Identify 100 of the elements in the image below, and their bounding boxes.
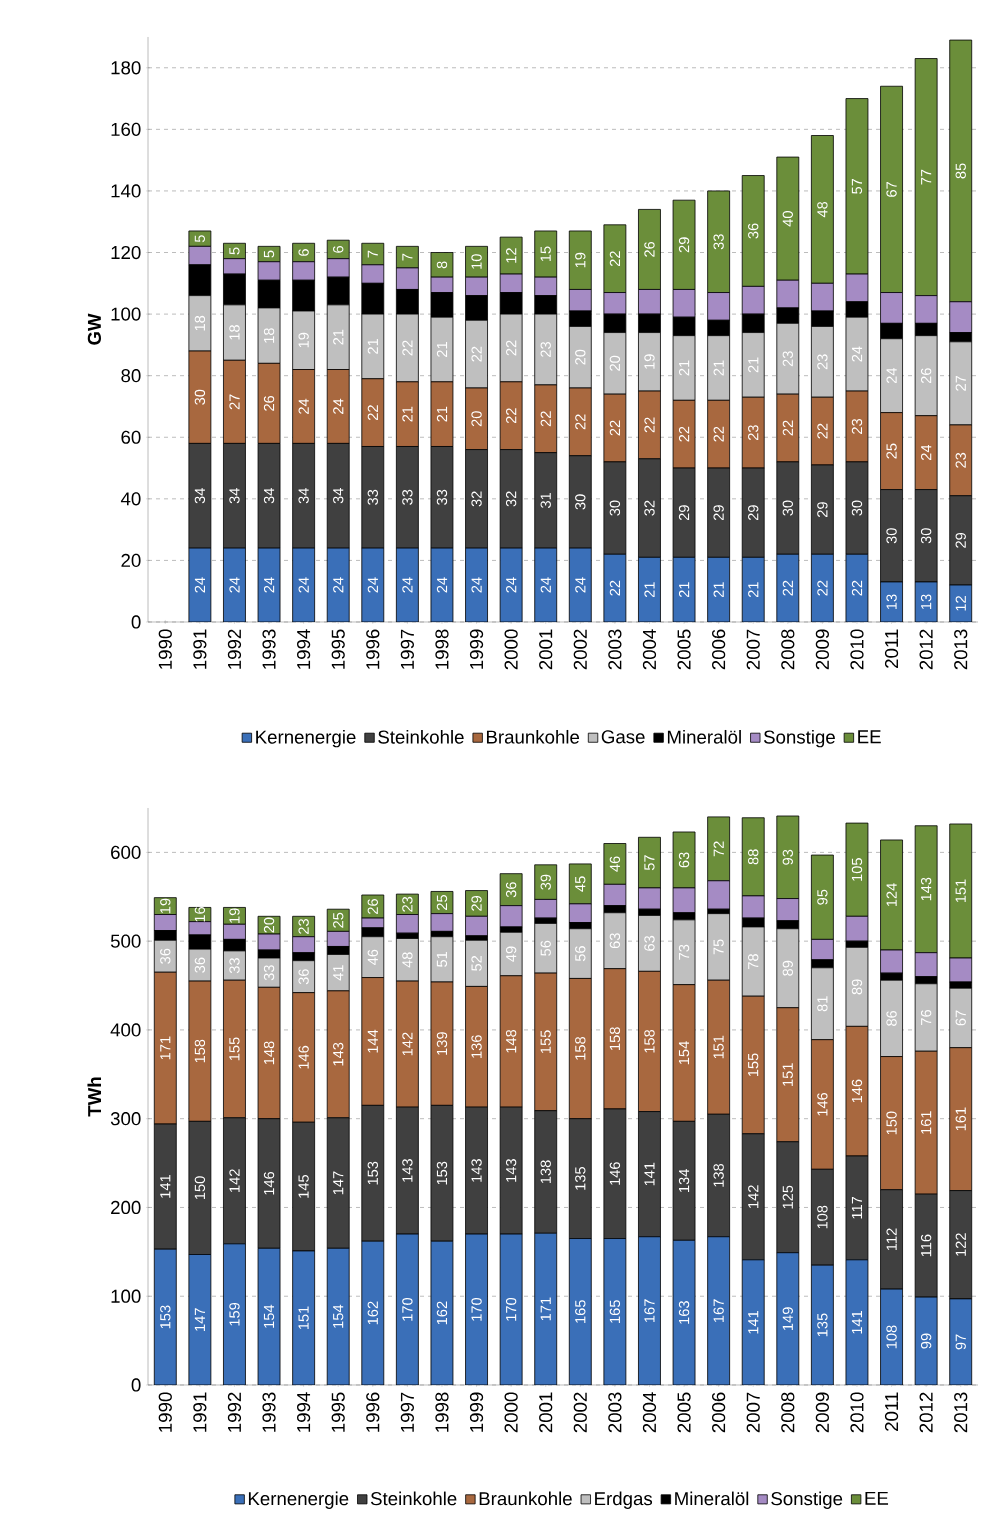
data-label: 158 xyxy=(609,1027,621,1050)
data-label: 158 xyxy=(575,1036,586,1060)
data-label: 13 xyxy=(886,594,897,610)
data-label: 143 xyxy=(402,1159,413,1182)
data-label: 75 xyxy=(713,939,724,955)
bar xyxy=(223,547,246,622)
x-tick-label: 2004 xyxy=(642,1392,657,1433)
data-label: 36 xyxy=(298,969,309,985)
bar xyxy=(810,1264,834,1385)
data-label: 19 xyxy=(229,908,240,923)
x-tick-label: 2012 xyxy=(919,1392,933,1433)
data-label: 5 xyxy=(229,247,240,255)
data-label: 162 xyxy=(367,1301,378,1325)
y-tick-label: 300 xyxy=(110,1112,141,1126)
data-label: 20 xyxy=(609,355,621,371)
data-label: 108 xyxy=(886,1325,897,1349)
x-tick-label: 2002 xyxy=(573,629,587,670)
data-label: 158 xyxy=(644,1029,655,1053)
bar xyxy=(153,1248,177,1385)
bar xyxy=(465,1233,488,1385)
bar xyxy=(395,1233,419,1385)
data-label: 21 xyxy=(678,360,690,376)
x-tick-label: 1998 xyxy=(435,1392,449,1432)
data-label: 19 xyxy=(160,898,171,914)
data-label: 154 xyxy=(333,1304,344,1328)
data-label: 143 xyxy=(333,1042,344,1066)
data-label: 76 xyxy=(920,1009,932,1025)
bar xyxy=(707,1236,731,1385)
data-label: 161 xyxy=(920,1111,932,1134)
data-label: 22 xyxy=(506,340,517,356)
data-label: 141 xyxy=(160,1175,171,1198)
data-label: 151 xyxy=(955,879,966,903)
x-tick-label: 1992 xyxy=(227,629,242,669)
data-label: 88 xyxy=(748,849,759,865)
data-label: 155 xyxy=(748,1053,759,1077)
data-label: 30 xyxy=(609,500,621,516)
data-label: 52 xyxy=(471,955,482,971)
data-label: 19 xyxy=(298,332,309,348)
x-tick-label: 1991 xyxy=(193,629,207,669)
bar xyxy=(326,547,350,622)
x-tick-label: 2002 xyxy=(573,1392,587,1433)
data-label: 26 xyxy=(920,368,932,384)
x-tick-label: 2007 xyxy=(746,1392,760,1433)
data-label: 25 xyxy=(886,443,897,459)
data-label: 73 xyxy=(678,944,690,960)
data-label: 143 xyxy=(505,1159,517,1182)
data-label: 49 xyxy=(505,946,517,962)
legend-label: Kernenergie xyxy=(248,1491,349,1509)
y-tick-label: 120 xyxy=(111,245,141,260)
data-label: 86 xyxy=(886,1010,897,1026)
data-label: 21 xyxy=(436,406,448,422)
data-label: 48 xyxy=(402,952,413,968)
data-label: 24 xyxy=(921,444,932,461)
data-label: 6 xyxy=(333,246,344,253)
data-label: 22 xyxy=(713,426,724,442)
data-label: 22 xyxy=(644,417,655,433)
data-label: 24 xyxy=(851,346,863,362)
legend-label: Sonstige xyxy=(763,729,835,748)
y-tick-label: 40 xyxy=(120,492,141,506)
x-tick-label: 1999 xyxy=(469,1392,484,1432)
data-label: 33 xyxy=(229,958,240,974)
data-label: 12 xyxy=(506,248,517,263)
data-label: 21 xyxy=(333,329,344,345)
data-label: 143 xyxy=(920,877,932,901)
x-tick-label: 2012 xyxy=(919,629,933,670)
x-tick-label: 2000 xyxy=(504,1392,518,1433)
data-label: 22 xyxy=(817,423,828,439)
bar xyxy=(741,1259,765,1385)
data-label: 149 xyxy=(782,1307,793,1330)
y-tick-label: 140 xyxy=(111,184,141,198)
data-label: 24 xyxy=(471,577,482,593)
data-label: 99 xyxy=(920,1333,932,1349)
legend-label: Braunkohle xyxy=(486,729,580,744)
data-label: 36 xyxy=(505,882,517,898)
x-tick-label: 2005 xyxy=(677,629,691,670)
data-label: 171 xyxy=(160,1036,171,1060)
data-label: 150 xyxy=(194,1176,206,1200)
data-label: 36 xyxy=(160,948,171,964)
data-label: 56 xyxy=(575,946,586,962)
data-label: 7 xyxy=(402,253,413,261)
data-label: 22 xyxy=(609,251,620,267)
data-label: 85 xyxy=(955,163,966,179)
data-label: 19 xyxy=(575,252,586,268)
data-label: 24 xyxy=(402,577,413,593)
x-tick-label: 2004 xyxy=(642,629,657,670)
legend-label: Braunkohle xyxy=(479,1491,572,1506)
data-label: 63 xyxy=(609,933,621,949)
data-label: 22 xyxy=(782,420,793,436)
x-tick-label: 2011 xyxy=(884,629,899,668)
data-label: 18 xyxy=(263,328,275,343)
data-label: 145 xyxy=(298,1174,309,1198)
bar xyxy=(568,547,592,622)
data-label: 78 xyxy=(748,954,759,969)
bar xyxy=(707,556,731,622)
data-label: 167 xyxy=(713,1299,724,1322)
x-tick-label: 2013 xyxy=(954,629,968,670)
y-tick-label: 100 xyxy=(111,1289,141,1303)
legend-label: EE xyxy=(858,730,881,744)
data-label: 158 xyxy=(194,1039,206,1063)
x-tick-label: 1993 xyxy=(262,1392,276,1432)
